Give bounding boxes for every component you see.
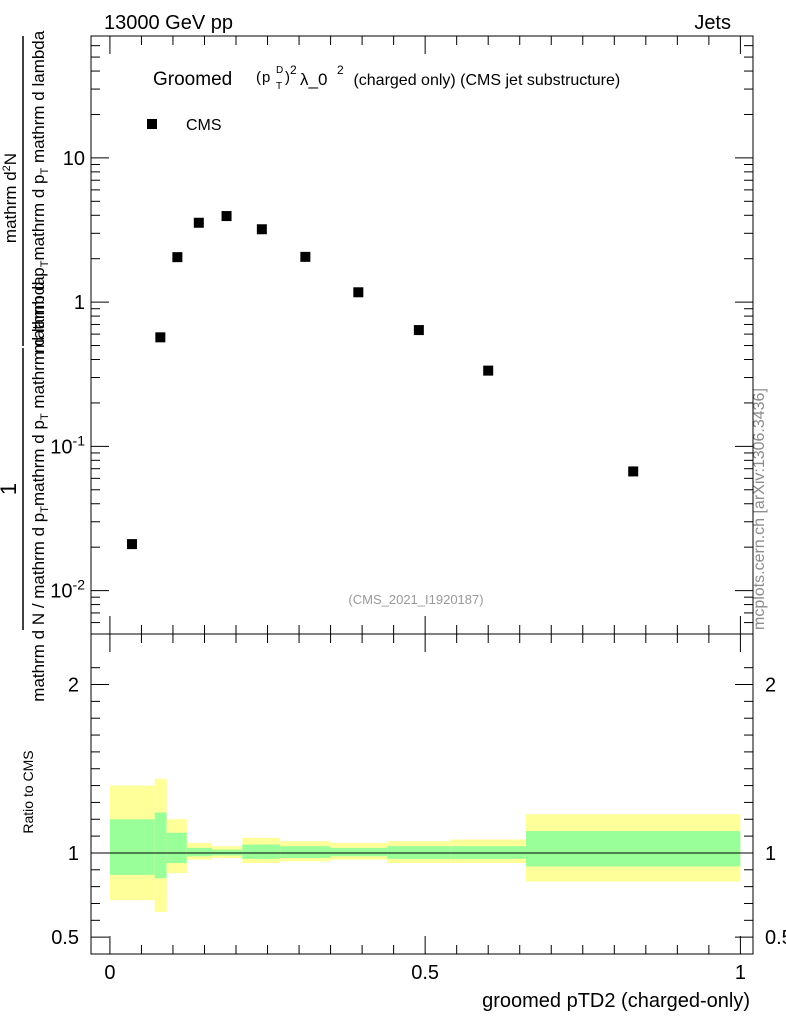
main-panel: 10-2 10-1 1 10 Groomed ( p D T ) 2 λ_0 2 (c… bbox=[50, 35, 754, 635]
ratio-panel: 0.5 0.5 1 1 2 2 0 0.5 1 bbox=[51, 633, 786, 984]
ratio-bands bbox=[109, 778, 741, 912]
title-exp: 2 bbox=[290, 63, 297, 77]
ratio-y-tick-label: 2 bbox=[68, 675, 79, 697]
ratio-inner-band bbox=[526, 831, 741, 867]
title-p: p bbox=[262, 69, 270, 86]
main-ticks: 10-2 10-1 1 10 bbox=[50, 35, 753, 635]
y-axis-label: 1 mathrm d N / mathrm d pTmathrm d pT ma… bbox=[0, 30, 51, 701]
header-energy-label: 13000 GeV pp bbox=[104, 12, 233, 34]
x-tick-label: 1 bbox=[735, 962, 746, 984]
data-points bbox=[126, 211, 639, 550]
ratio-inner-band bbox=[166, 832, 187, 864]
legend-marker bbox=[147, 119, 157, 129]
ratio-inner-band bbox=[330, 847, 388, 857]
analysis-tag: (CMS_2021_I1920187) bbox=[348, 592, 483, 607]
data-point bbox=[256, 224, 267, 235]
y-tick-label: 10-1 bbox=[50, 432, 85, 458]
data-point bbox=[172, 252, 183, 263]
ratio-y-tick-label-right: 0.5 bbox=[765, 927, 786, 949]
header-jets-label: Jets bbox=[694, 12, 731, 34]
title-p-sub: T bbox=[276, 81, 282, 92]
y-tick-label: 10 bbox=[63, 148, 85, 170]
data-point bbox=[155, 332, 166, 343]
ratio-ticks: 0.5 0.5 1 1 2 2 0 0.5 1 bbox=[51, 634, 786, 984]
data-point bbox=[483, 365, 494, 376]
ratio-inner-band bbox=[242, 844, 281, 859]
ratio-frame bbox=[90, 633, 754, 955]
title-suffix: (charged only) (CMS jet substructure) bbox=[349, 72, 620, 89]
ratio-y-tick-label: 1 bbox=[68, 843, 79, 865]
ratio-y-tick-label-right: 1 bbox=[765, 843, 776, 865]
x-tick-label: 0.5 bbox=[411, 962, 439, 984]
x-tick-label: 0 bbox=[104, 962, 115, 984]
ratio-y-axis-label: Ratio to CMS bbox=[20, 750, 36, 833]
ratio-inner-band bbox=[109, 819, 155, 875]
ylabel-outer-denominator: mathrm d pTmathrm d pT mathrm d lambda bbox=[29, 30, 51, 353]
ratio-y-tick-label: 0.5 bbox=[51, 927, 79, 949]
data-point bbox=[126, 539, 137, 550]
data-point bbox=[221, 211, 232, 222]
title-lambda-exp: 2 bbox=[337, 63, 344, 77]
data-point bbox=[628, 466, 639, 477]
ylabel-numerator: 1 bbox=[0, 483, 21, 495]
data-point bbox=[413, 325, 424, 336]
watermark-label: mcplots.cern.ch [arXiv:1306.3436] bbox=[751, 388, 768, 630]
ylabel-outer-numerator: mathrm d2N bbox=[1, 153, 20, 243]
title-p-sup: D bbox=[276, 65, 283, 76]
ratio-inner-band bbox=[154, 812, 167, 879]
data-point bbox=[193, 217, 204, 228]
title-prefix: Groomed bbox=[153, 69, 232, 90]
y-tick-label: 1 bbox=[74, 292, 85, 314]
title-lambda: λ_0 bbox=[300, 70, 327, 89]
legend-label-cms: CMS bbox=[186, 117, 222, 134]
legend: CMS bbox=[147, 117, 222, 134]
x-axis-label: groomed pTD2 (charged-only) bbox=[482, 990, 750, 1012]
title-paren-close: ) bbox=[285, 69, 290, 86]
y-tick-label: 10-2 bbox=[50, 577, 85, 603]
ratio-inner-band bbox=[186, 847, 213, 857]
ratio-y-tick-label-right: 2 bbox=[765, 675, 776, 697]
title-paren-open: ( bbox=[256, 69, 261, 86]
data-point bbox=[353, 287, 364, 298]
data-point bbox=[300, 251, 311, 262]
ratio-inner-band bbox=[280, 846, 331, 858]
ylabel-denominator: mathrm d N / mathrm d pTmathrm d pT math… bbox=[29, 276, 51, 702]
plot-title: Groomed ( p D T ) 2 λ_0 2 (charged only)… bbox=[153, 63, 620, 92]
